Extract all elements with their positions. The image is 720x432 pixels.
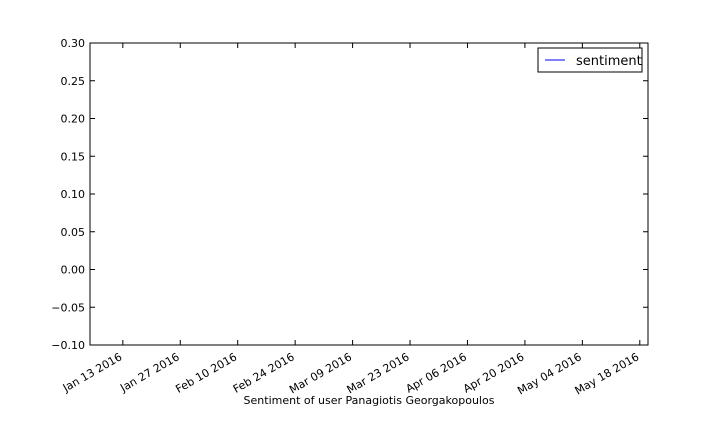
x-tick-label: Feb 10 2016 — [173, 350, 239, 395]
y-tick-label: 0.15 — [61, 150, 86, 163]
legend-box — [537, 47, 643, 73]
x-tick-label: Apr 06 2016 — [404, 350, 469, 395]
plot-frame — [89, 42, 649, 346]
x-tick-label: Jan 27 2016 — [117, 350, 181, 395]
x-axis-label: Sentiment of user Panagiotis Georgakopou… — [244, 394, 495, 407]
x-tick-label: Feb 24 2016 — [231, 350, 297, 395]
x-tick-label: May 18 2016 — [573, 350, 642, 397]
x-tick-label: May 04 2016 — [515, 350, 584, 397]
y-axis: 0.30 0.25 0.20 0.15 0.10 0.05 0.00 −0.05 −0.10 — [51, 37, 648, 352]
x-tick-label: Mar 09 2016 — [287, 350, 354, 396]
y-tick-label: 0.05 — [61, 226, 86, 239]
legend: sentiment — [537, 47, 643, 73]
y-tick-label: 0.25 — [61, 75, 86, 88]
plot-area — [89, 42, 649, 346]
legend-label: sentiment — [576, 54, 642, 69]
y-tick-label: −0.10 — [51, 339, 85, 352]
x-tick-label: Jan 13 2016 — [60, 350, 124, 395]
y-tick-label: 0.00 — [61, 264, 86, 277]
y-tick-label: 0.20 — [61, 113, 86, 126]
y-tick-label: −0.05 — [51, 301, 85, 314]
y-tick-label: 0.10 — [61, 188, 86, 201]
x-tick-label: Mar 23 2016 — [345, 350, 412, 396]
y-tick-label: 0.30 — [61, 37, 86, 50]
